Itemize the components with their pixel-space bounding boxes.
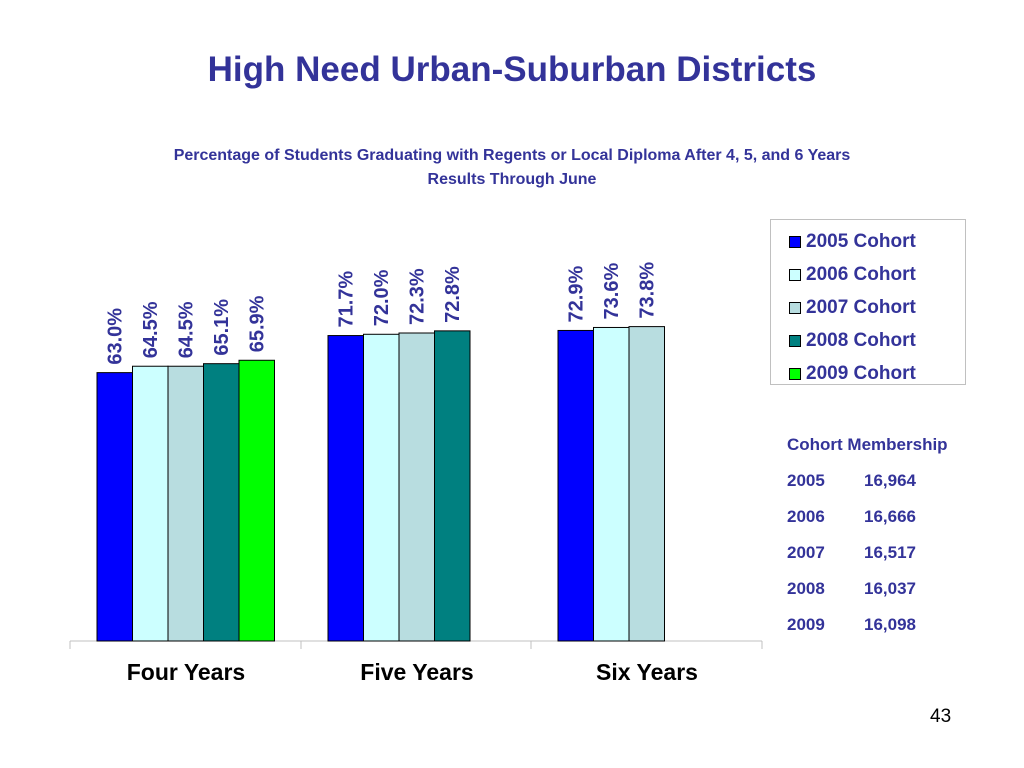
membership-count: 16,517 <box>864 543 916 562</box>
data-label: 72.8% <box>442 266 464 323</box>
bar <box>557 329 594 642</box>
membership-year: 2008 <box>787 579 825 598</box>
legend-swatch <box>789 268 801 281</box>
legend-item-2009: 2009 Cohort <box>771 357 965 390</box>
data-label: 71.7% <box>336 271 358 328</box>
x-tick-label: Six Years <box>596 659 698 685</box>
subtitle-line-2: Results Through June <box>427 171 597 188</box>
legend-label: 2006 Cohort <box>806 263 916 285</box>
legend-label: 2007 Cohort <box>806 296 916 318</box>
membership-count: 16,037 <box>864 579 916 598</box>
bar <box>132 365 169 642</box>
page-number: 43 <box>930 706 952 727</box>
membership-year: 2005 <box>787 471 825 490</box>
membership-row: 2005 16,964 <box>787 470 987 492</box>
legend-label: 2008 Cohort <box>806 329 916 351</box>
membership-count: 16,666 <box>864 507 916 526</box>
membership-row: 2009 16,098 <box>787 614 987 636</box>
legend-item-2006: 2006 Cohort <box>771 258 965 291</box>
data-label: 72.0% <box>371 269 393 326</box>
membership-row: 2006 16,666 <box>787 506 987 528</box>
chart-legend: 2005 Cohort 2006 Cohort 2007 Cohort 2008… <box>770 219 966 385</box>
legend-item-2008: 2008 Cohort <box>771 324 965 357</box>
cohort-membership-table: Cohort Membership 2005 16,964 2006 16,66… <box>787 434 987 650</box>
membership-count: 16,964 <box>864 471 916 490</box>
data-label: 65.9% <box>247 295 269 352</box>
legend-label: 2009 Cohort <box>806 362 916 384</box>
bar <box>363 333 400 642</box>
legend-item-2007: 2007 Cohort <box>771 291 965 324</box>
membership-year: 2006 <box>787 507 825 526</box>
legend-swatch <box>789 334 801 347</box>
bar <box>96 372 133 642</box>
bar <box>203 363 240 642</box>
data-label: 64.5% <box>140 301 162 358</box>
data-label: 73.6% <box>601 263 623 320</box>
data-label: 72.3% <box>407 268 429 325</box>
legend-swatch <box>789 367 801 380</box>
slide-title: High Need Urban-Suburban Districts <box>207 50 817 89</box>
x-tick-label: Five Years <box>360 659 473 685</box>
bar <box>238 359 275 642</box>
data-label: 65.1% <box>211 299 233 356</box>
chart-subtitle: Percentage of Students Graduating with R… <box>60 144 964 192</box>
legend-swatch <box>789 235 801 248</box>
membership-year: 2009 <box>787 615 825 634</box>
legend-label: 2005 Cohort <box>806 230 916 252</box>
data-label: 72.9% <box>566 266 588 323</box>
membership-heading: Cohort Membership <box>787 435 948 454</box>
bar <box>628 326 665 642</box>
x-tick-label: Four Years <box>127 659 245 685</box>
bar <box>434 330 471 642</box>
legend-swatch <box>789 301 801 314</box>
subtitle-line-1: Percentage of Students Graduating with R… <box>173 147 851 164</box>
membership-row: 2008 16,037 <box>787 578 987 600</box>
legend-item-2005: 2005 Cohort <box>771 225 965 258</box>
membership-year: 2007 <box>787 543 825 562</box>
data-label: 64.5% <box>176 301 198 358</box>
membership-count: 16,098 <box>864 615 916 634</box>
bar <box>327 335 364 642</box>
membership-row: 2007 16,517 <box>787 542 987 564</box>
bar <box>167 365 204 642</box>
bar <box>593 326 630 642</box>
data-label: 73.8% <box>637 262 659 319</box>
bar <box>398 332 435 642</box>
data-label: 63.0% <box>105 308 127 365</box>
